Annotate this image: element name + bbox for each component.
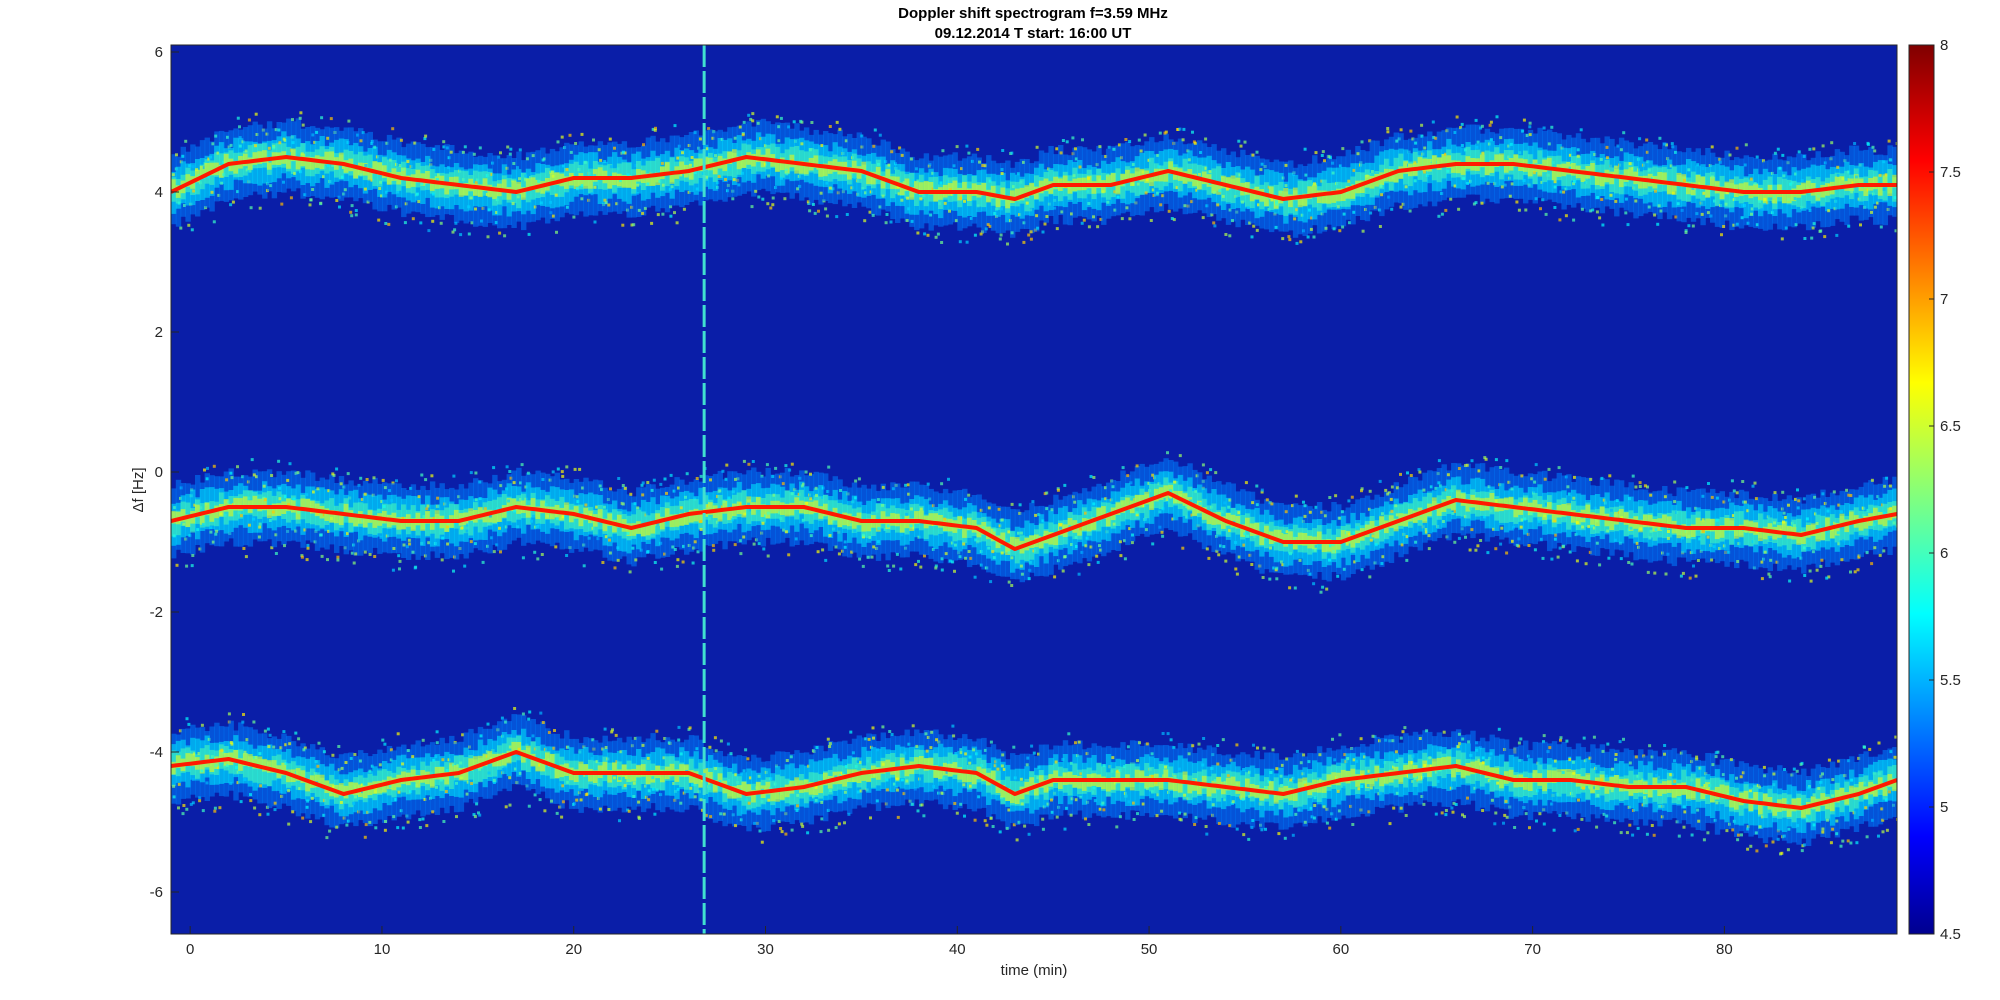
y-tick-label: 0 bbox=[155, 464, 163, 481]
y-tick-label: -6 bbox=[150, 884, 163, 901]
colorbar-tick-label: 6 bbox=[1940, 545, 1948, 562]
plot-area bbox=[171, 45, 1900, 934]
chart-subtitle: 09.12.2014 T start: 16:00 UT bbox=[935, 25, 1132, 42]
x-tick-label: 60 bbox=[1333, 941, 1350, 958]
colorbar-tick-label: 5.5 bbox=[1940, 672, 1961, 689]
x-tick-label: 80 bbox=[1716, 941, 1733, 958]
colorbar-tick-label: 5 bbox=[1940, 799, 1948, 816]
x-tick-label: 50 bbox=[1141, 941, 1158, 958]
colorbar-gradient bbox=[1909, 45, 1934, 934]
colorbar-tick-label: 6.5 bbox=[1940, 418, 1961, 435]
chart-title: Doppler shift spectrogram f=3.59 MHz bbox=[898, 5, 1168, 22]
colorbar-tick-label: 7 bbox=[1940, 291, 1948, 308]
y-tick-label: 6 bbox=[155, 44, 163, 61]
y-tick-label: -4 bbox=[150, 744, 163, 761]
x-tick-label: 20 bbox=[565, 941, 582, 958]
y-tick-label: 4 bbox=[155, 184, 163, 201]
x-tick-label: 70 bbox=[1524, 941, 1541, 958]
colorbar-tick-label: 8 bbox=[1940, 37, 1948, 54]
y-tick-label: -2 bbox=[150, 604, 163, 621]
y-axis-label: Δf [Hz] bbox=[130, 467, 147, 512]
x-tick-label: 40 bbox=[949, 941, 966, 958]
colorbar: 8 7.5 7 6.5 6 5.5 5 4.5 bbox=[1909, 37, 1961, 943]
colorbar-tick-label: 4.5 bbox=[1940, 926, 1961, 943]
x-axis-label: time (min) bbox=[1001, 962, 1068, 979]
x-tick-label: 10 bbox=[374, 941, 391, 958]
y-tick-label: 2 bbox=[155, 324, 163, 341]
x-tick-label: 0 bbox=[186, 941, 194, 958]
x-tick-label: 30 bbox=[757, 941, 774, 958]
colorbar-tick-label: 7.5 bbox=[1940, 164, 1961, 181]
